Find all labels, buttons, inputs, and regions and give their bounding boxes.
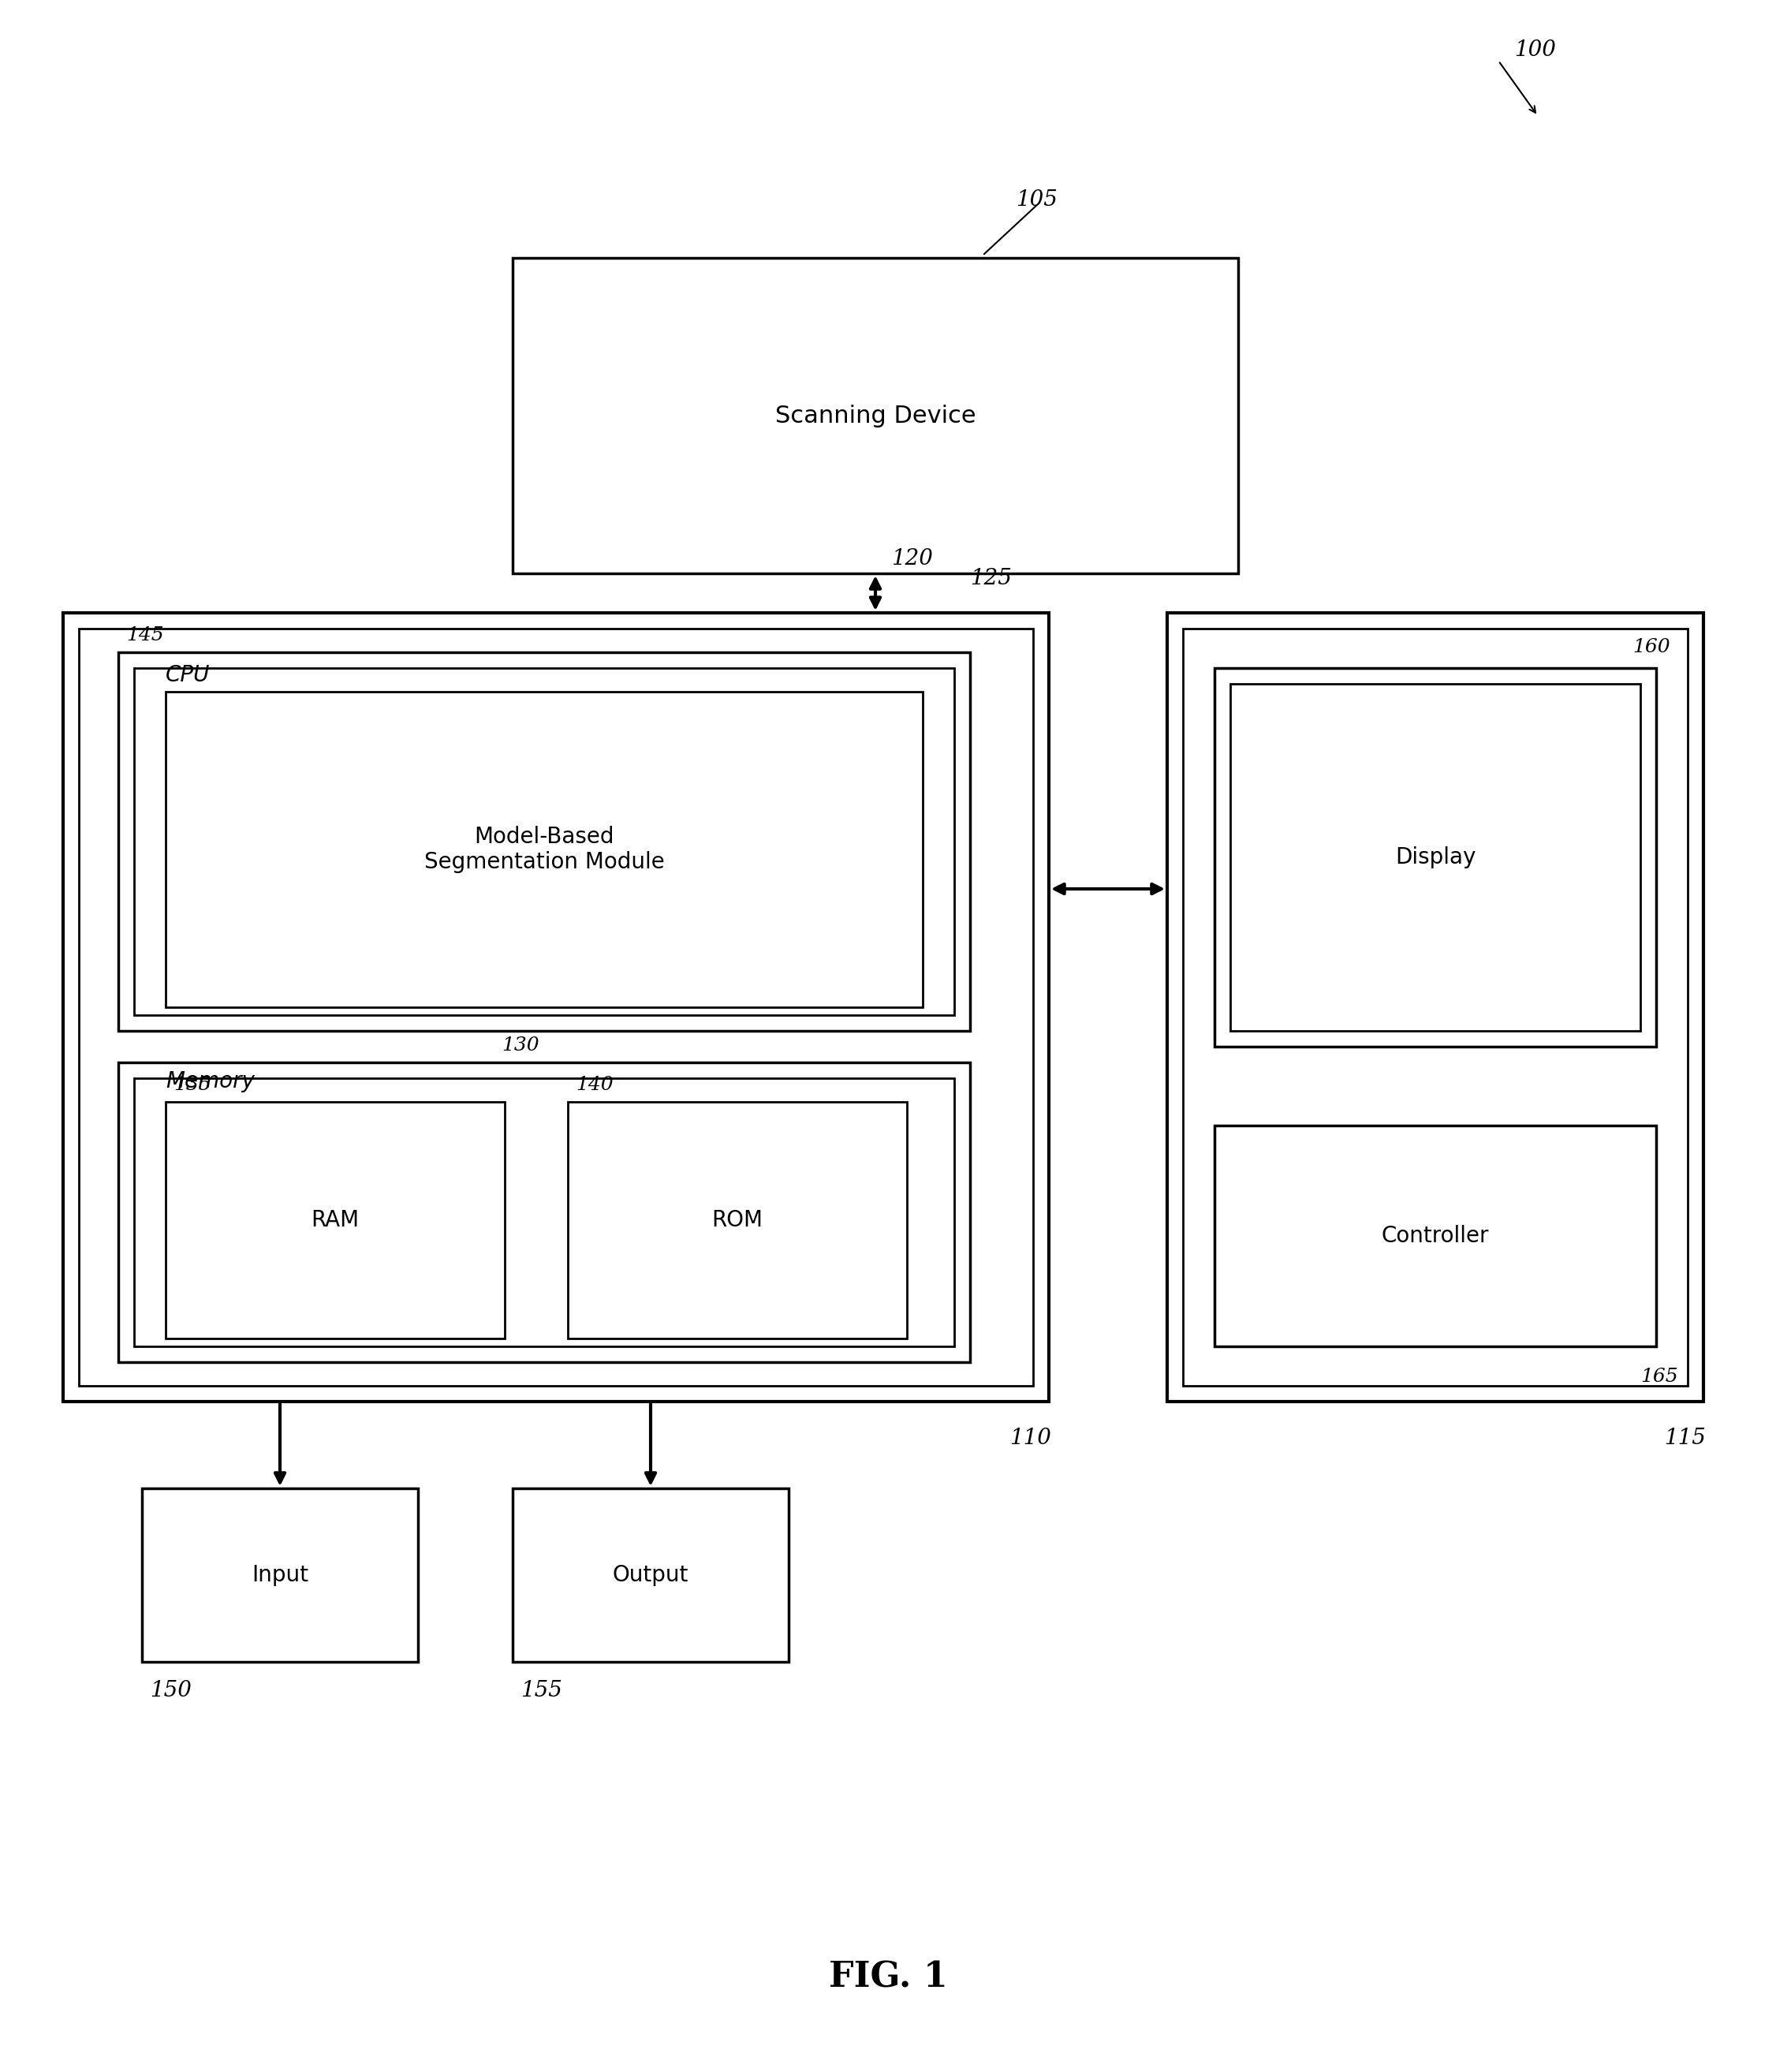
FancyBboxPatch shape [513,1488,789,1662]
Text: 155: 155 [520,1680,563,1701]
Text: 125: 125 [970,568,1012,588]
Text: 130: 130 [501,1036,540,1055]
Text: 105: 105 [1016,189,1057,211]
Text: FIG. 1: FIG. 1 [829,1960,947,1995]
Text: Display: Display [1394,845,1476,868]
Text: Memory: Memory [165,1071,254,1092]
Text: Scanning Device: Scanning Device [774,404,975,427]
FancyBboxPatch shape [1215,667,1657,1046]
FancyBboxPatch shape [568,1102,908,1339]
Text: 115: 115 [1664,1428,1705,1448]
FancyBboxPatch shape [119,1063,970,1361]
Text: Controller: Controller [1382,1225,1488,1247]
Text: 100: 100 [1515,39,1556,60]
FancyBboxPatch shape [513,257,1238,574]
Text: Model-Based
Segmentation Module: Model-Based Segmentation Module [424,825,664,872]
Text: 165: 165 [1641,1368,1678,1386]
Text: 150: 150 [149,1680,192,1701]
Text: 140: 140 [575,1075,613,1094]
Text: ROM: ROM [712,1210,764,1231]
Text: 160: 160 [1632,638,1669,657]
Text: 135: 135 [174,1075,211,1094]
FancyBboxPatch shape [64,613,1050,1401]
FancyBboxPatch shape [119,653,970,1032]
Text: CPU: CPU [165,665,210,686]
FancyBboxPatch shape [1167,613,1703,1401]
Text: 120: 120 [892,549,932,570]
FancyBboxPatch shape [165,1102,504,1339]
Text: Input: Input [252,1564,309,1587]
FancyBboxPatch shape [1215,1125,1657,1347]
Text: Output: Output [613,1564,689,1587]
Text: RAM: RAM [311,1210,359,1231]
FancyBboxPatch shape [142,1488,417,1662]
FancyBboxPatch shape [165,692,924,1007]
Text: 110: 110 [1009,1428,1051,1448]
Text: 145: 145 [126,626,163,644]
